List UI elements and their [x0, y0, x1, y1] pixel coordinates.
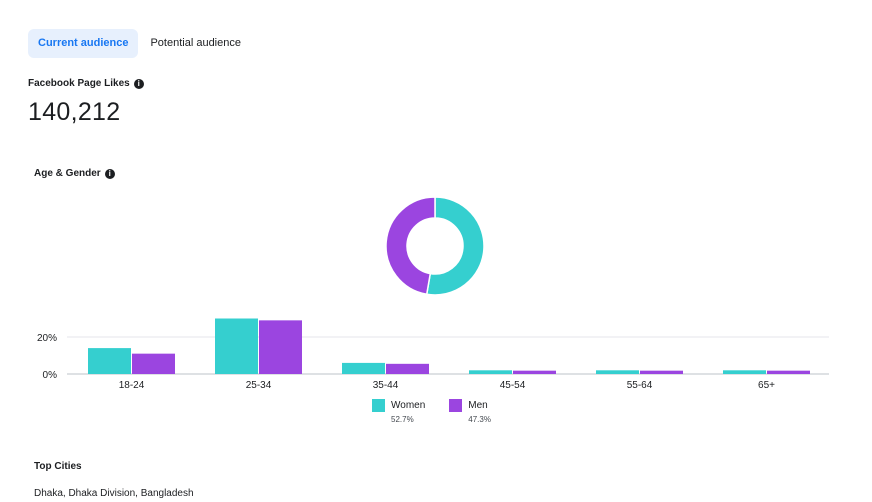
y-tick-label: 0%: [43, 370, 58, 381]
bar-men-55-64: [640, 370, 683, 374]
tab-current-audience[interactable]: Current audience: [28, 29, 139, 58]
age-gender-chart: 0% 20% 18-24 25-34 35-44 45-54 55-64 65+: [37, 196, 829, 391]
page-likes-value: 140,212: [28, 98, 121, 126]
x-tick-label: 18-24: [119, 380, 145, 391]
legend-percent-women: 52.7%: [391, 415, 414, 424]
age-gender-title-text: Age & Gender: [34, 168, 101, 179]
bar-women-18-24: [88, 348, 131, 374]
bar-men-35-44: [386, 363, 429, 374]
legend-label-men: Men: [468, 400, 488, 411]
chart-legend: Women 52.7% Men 47.3%: [372, 399, 491, 424]
info-icon[interactable]: i: [104, 169, 115, 179]
donut-slice-men: [385, 196, 436, 296]
city-item: Dhaka, Dhaka Division, Bangladesh: [34, 488, 194, 499]
bar-women-35-44: [342, 362, 385, 374]
legend-swatch-women: [372, 399, 385, 412]
age-gender-title: Age & Gender i: [34, 168, 115, 179]
bar-men-18-24: [132, 353, 175, 374]
x-tick-label: 55-64: [627, 380, 653, 391]
bar-women-55-64: [596, 370, 639, 374]
legend-swatch-men: [449, 399, 463, 412]
page-likes-label-text: Facebook Page Likes: [28, 78, 130, 89]
donut-slice-women: [425, 196, 485, 296]
bar-men-25-34: [259, 320, 302, 374]
legend-item-men[interactable]: Men 47.3%: [449, 399, 491, 424]
x-tick-label: 35-44: [373, 380, 399, 391]
legend-percent-men: 47.3%: [468, 415, 491, 424]
legend-item-women[interactable]: Women 52.7%: [372, 399, 425, 424]
x-tick-label: 25-34: [246, 380, 272, 391]
audience-tabs: Current audience Potential audience: [28, 29, 251, 58]
x-tick-label: 45-54: [500, 380, 526, 391]
page-likes-label: Facebook Page Likes i: [28, 78, 144, 89]
x-tick-label: 65+: [758, 380, 775, 391]
info-icon[interactable]: i: [133, 79, 144, 89]
bar-men-45-54: [513, 370, 556, 374]
bar-women-25-34: [215, 318, 258, 374]
bar-men-65+: [767, 370, 810, 374]
bar-women-65+: [723, 370, 766, 374]
legend-label-women: Women: [391, 400, 426, 411]
tab-potential-audience[interactable]: Potential audience: [150, 37, 241, 49]
bar-women-45-54: [469, 370, 512, 374]
top-cities-title: Top Cities: [34, 461, 82, 472]
y-tick-label: 20%: [37, 333, 57, 344]
